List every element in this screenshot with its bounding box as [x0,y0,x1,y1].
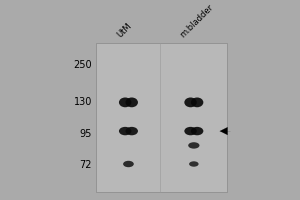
Ellipse shape [184,97,197,107]
Bar [97,43,227,192]
Text: m.bladder: m.bladder [178,2,215,39]
Text: 72: 72 [80,160,92,170]
Text: 130: 130 [74,97,92,107]
Ellipse shape [191,127,203,135]
Ellipse shape [189,161,199,167]
Text: 250: 250 [74,60,92,70]
Ellipse shape [123,161,134,167]
Ellipse shape [119,127,131,135]
Text: UtM: UtM [116,21,134,39]
Ellipse shape [188,142,200,149]
Ellipse shape [184,127,197,135]
Ellipse shape [191,97,203,107]
Ellipse shape [125,97,138,107]
Ellipse shape [119,97,131,107]
Text: 95: 95 [80,129,92,139]
Ellipse shape [125,127,138,135]
